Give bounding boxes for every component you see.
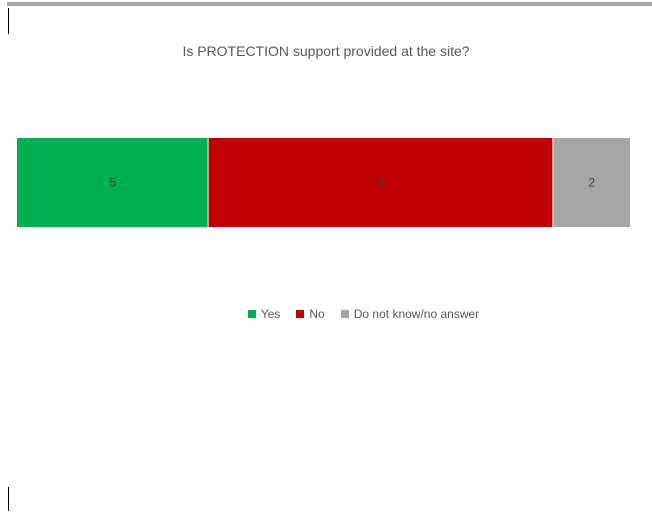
- left-edge-mark-top: [8, 8, 9, 34]
- legend-swatch: [247, 310, 256, 318]
- legend-label: Yes: [260, 307, 281, 321]
- legend-label: Do not know/no answer: [353, 307, 480, 321]
- bar-segment-yes: [17, 138, 208, 227]
- chart-title-container: Is PROTECTION support provided at the si…: [0, 43, 652, 59]
- chart-title: Is PROTECTION support provided at the si…: [182, 43, 470, 59]
- legend-item-yes: Yes: [247, 307, 281, 321]
- legend-items: Yes No Do not know/no answer: [247, 307, 480, 321]
- legend-label: No: [309, 307, 325, 321]
- legend-swatch: [340, 310, 349, 318]
- top-border-rule: [7, 2, 652, 6]
- chart-legend: Yes No Do not know/no answer: [0, 307, 652, 321]
- legend-item-do-not-know-no-answer: Do not know/no answer: [340, 307, 480, 321]
- bar-segment-no: [208, 138, 553, 227]
- left-edge-mark-bottom: [8, 487, 9, 511]
- data-label-do-not-know-no-answer: 2: [588, 176, 595, 190]
- data-label-yes: 5: [109, 176, 116, 190]
- legend-item-no: No: [296, 307, 325, 321]
- legend-swatch: [296, 310, 305, 318]
- data-label-no: 9: [378, 176, 385, 190]
- bar-segment-do-not-know-no-answer: [553, 138, 630, 227]
